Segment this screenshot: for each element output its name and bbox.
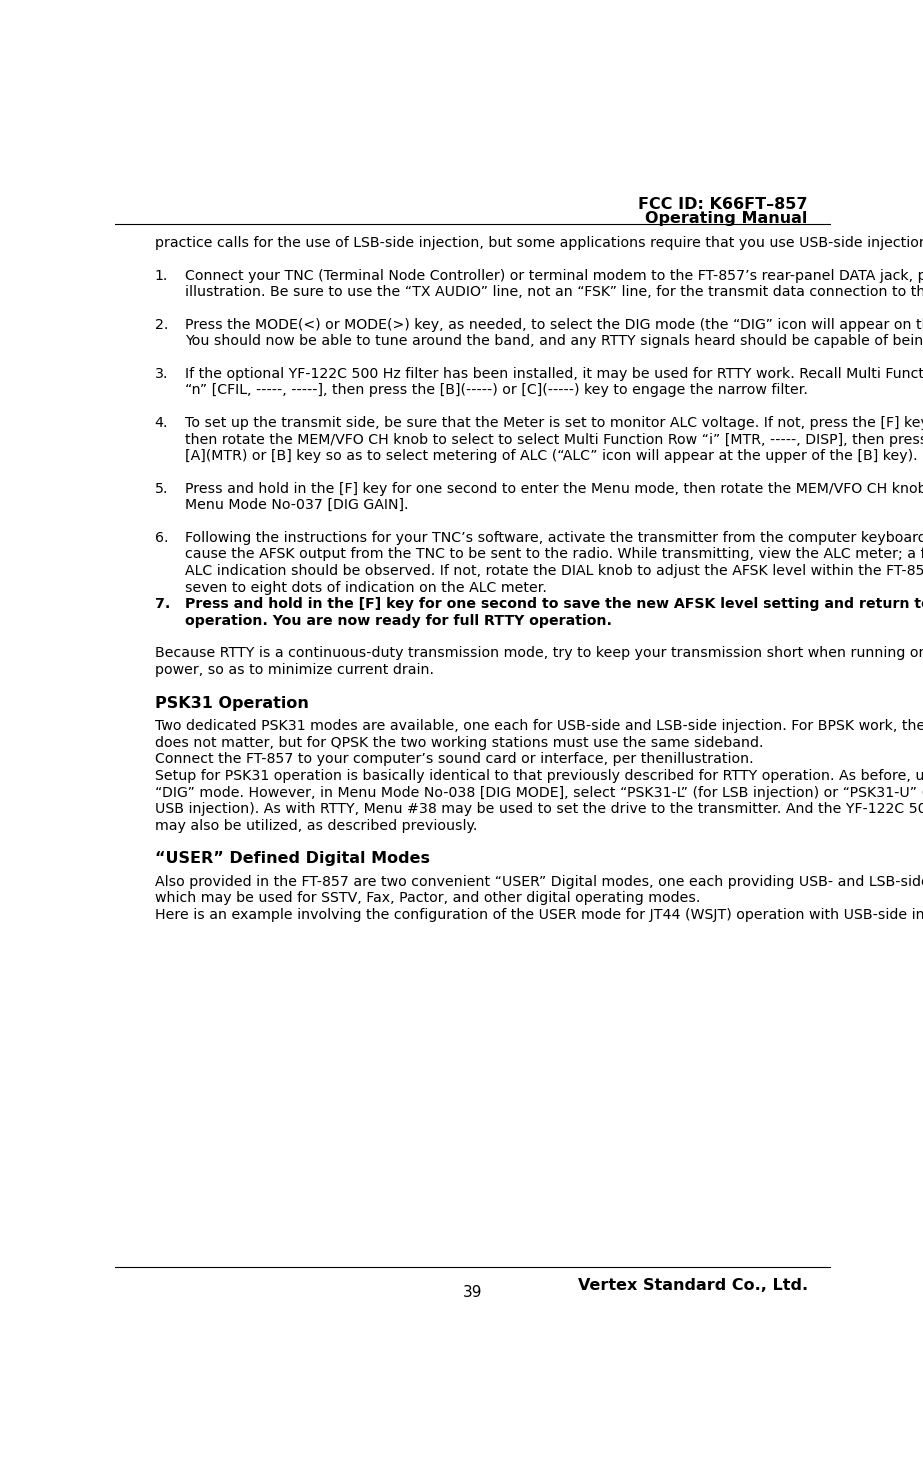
Text: 39: 39 (463, 1285, 483, 1300)
Text: then rotate the MEM/VFO CH knob to select to select Multi Function Row “i” [MTR,: then rotate the MEM/VFO CH knob to selec… (186, 433, 923, 446)
Text: Menu Mode No-037 [DIG GAIN].: Menu Mode No-037 [DIG GAIN]. (186, 499, 409, 512)
Text: practice calls for the use of LSB-side injection, but some applications require : practice calls for the use of LSB-side i… (155, 237, 923, 250)
Text: Operating Manual: Operating Manual (645, 212, 808, 227)
Text: To set up the transmit side, be sure that the Meter is set to monitor ALC voltag: To set up the transmit side, be sure tha… (186, 415, 923, 430)
Text: Here is an example involving the configuration of the USER mode for JT44 (WSJT) : Here is an example involving the configu… (155, 908, 923, 923)
Text: Press and hold in the [F] key for one second to enter the Menu mode, then rotate: Press and hold in the [F] key for one se… (186, 481, 923, 496)
Text: 1.: 1. (155, 269, 168, 282)
Text: [A](MTR) or [B] key so as to select metering of ALC (“ALC” icon will appear at t: [A](MTR) or [B] key so as to select mete… (186, 449, 918, 463)
Text: 4.: 4. (155, 415, 168, 430)
Text: Setup for PSK31 operation is basically identical to that previously described fo: Setup for PSK31 operation is basically i… (155, 769, 923, 784)
Text: Also provided in the FT-857 are two convenient “USER” Digital modes, one each pr: Also provided in the FT-857 are two conv… (155, 874, 923, 889)
Text: PSK31 Operation: PSK31 Operation (155, 696, 308, 711)
Text: You should now be able to tune around the band, and any RTTY signals heard shoul: You should now be able to tune around th… (186, 335, 923, 348)
Text: USB injection). As with RTTY, Menu #38 may be used to set the drive to the trans: USB injection). As with RTTY, Menu #38 m… (155, 803, 923, 816)
Text: 3.: 3. (155, 367, 168, 380)
Text: Press and hold in the [F] key for one second to save the new AFSK level setting : Press and hold in the [F] key for one se… (186, 598, 923, 611)
Text: Because RTTY is a continuous-duty transmission mode, try to keep your transmissi: Because RTTY is a continuous-duty transm… (155, 646, 923, 661)
Text: “USER” Defined Digital Modes: “USER” Defined Digital Modes (155, 851, 430, 867)
Text: may also be utilized, as described previously.: may also be utilized, as described previ… (155, 819, 477, 833)
Text: 5.: 5. (155, 481, 168, 496)
Text: does not matter, but for QPSK the two working stations must use the same sideban: does not matter, but for QPSK the two wo… (155, 735, 763, 750)
Text: Following the instructions for your TNC’s software, activate the transmitter fro: Following the instructions for your TNC’… (186, 531, 923, 545)
Text: If the optional YF-122C 500 Hz filter has been installed, it may be used for RTT: If the optional YF-122C 500 Hz filter ha… (186, 367, 923, 380)
Text: 2.: 2. (155, 317, 168, 332)
Text: 6.: 6. (155, 531, 168, 545)
Text: Press the MODE(<) or MODE(>) key, as needed, to select the DIG mode (the “DIG” i: Press the MODE(<) or MODE(>) key, as nee… (186, 317, 923, 332)
Text: “n” [CFIL, -----, -----], then press the [B](-----) or [C](-----) key to engage : “n” [CFIL, -----, -----], then press the… (186, 383, 809, 398)
Text: illustration. Be sure to use the “TX AUDIO” line, not an “FSK” line, for the tra: illustration. Be sure to use the “TX AUD… (186, 285, 923, 300)
Text: which may be used for SSTV, Fax, Pactor, and other digital operating modes.: which may be used for SSTV, Fax, Pactor,… (155, 892, 700, 905)
Text: Two dedicated PSK31 modes are available, one each for USB-side and LSB-side inje: Two dedicated PSK31 modes are available,… (155, 719, 923, 732)
Text: Vertex Standard Co., Ltd.: Vertex Standard Co., Ltd. (578, 1278, 808, 1292)
Text: 7.: 7. (155, 598, 170, 611)
Text: ALC indication should be observed. If not, rotate the DIAL knob to adjust the AF: ALC indication should be observed. If no… (186, 564, 923, 577)
Text: cause the AFSK output from the TNC to be sent to the radio. While transmitting, : cause the AFSK output from the TNC to be… (186, 547, 923, 561)
Text: FCC ID: K66FT–857: FCC ID: K66FT–857 (639, 197, 808, 212)
Text: “DIG” mode. However, in Menu Mode No-038 [DIG MODE], select “PSK31-L” (for LSB i: “DIG” mode. However, in Menu Mode No-038… (155, 785, 923, 800)
Text: operation. You are now ready for full RTTY operation.: operation. You are now ready for full RT… (186, 614, 613, 629)
Text: seven to eight dots of indication on the ALC meter.: seven to eight dots of indication on the… (186, 580, 547, 595)
Text: Connect your TNC (Terminal Node Controller) or terminal modem to the FT-857’s re: Connect your TNC (Terminal Node Controll… (186, 269, 923, 282)
Text: Connect the FT-857 to your computer’s sound card or interface, per thenillustrat: Connect the FT-857 to your computer’s so… (155, 753, 753, 766)
Text: power, so as to minimize current drain.: power, so as to minimize current drain. (155, 664, 434, 677)
